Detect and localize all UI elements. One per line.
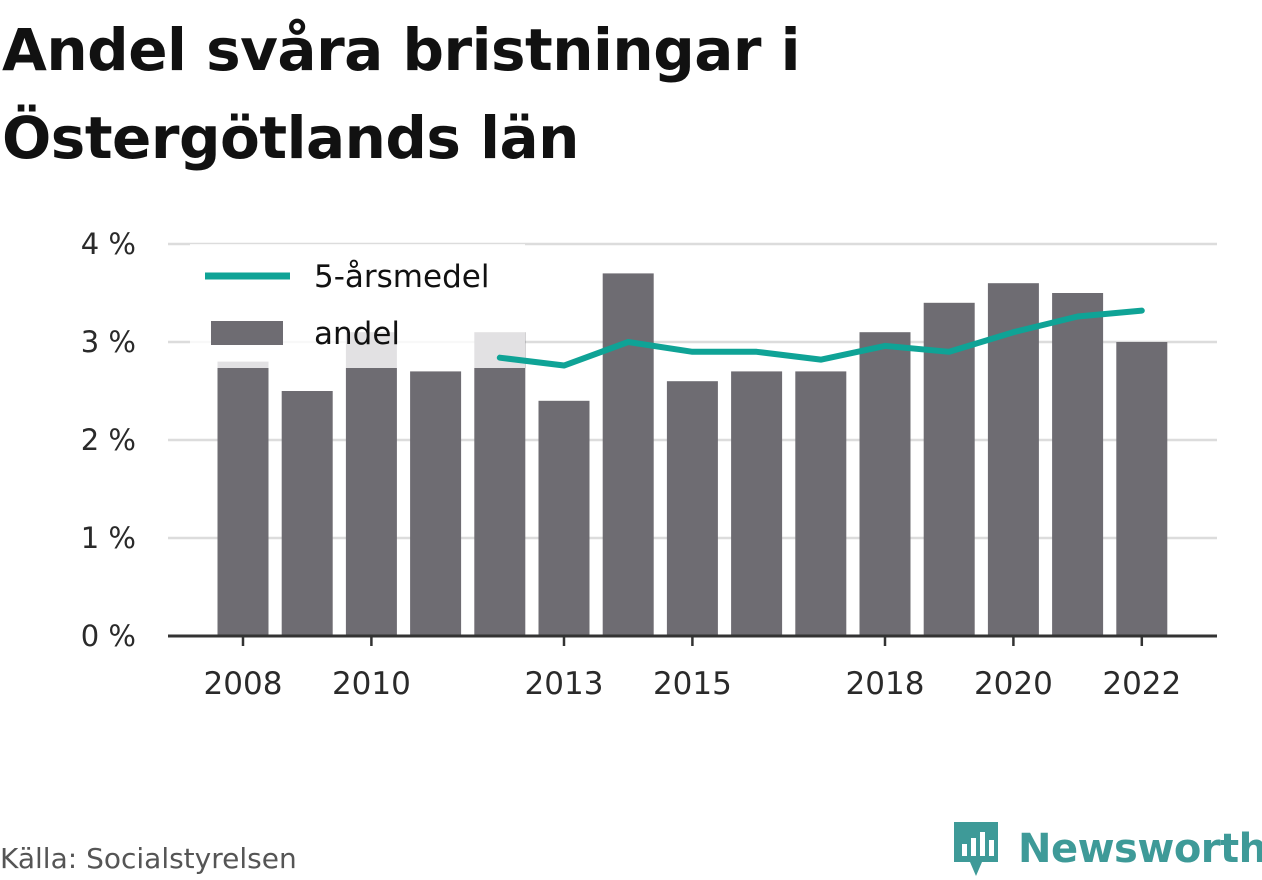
y-tick-label: 3 %: [81, 325, 136, 359]
legend: 5-årsmedel andel: [190, 244, 525, 368]
bar: [923, 302, 975, 636]
bar: [1052, 293, 1104, 636]
x-tick-label: 2020: [974, 666, 1053, 702]
bar: [538, 400, 590, 636]
bar: [602, 273, 654, 636]
title-line-1: Andel svåra bristningar i: [2, 16, 801, 84]
x-tick-label: 2013: [525, 666, 604, 702]
y-tick-label: 0 %: [81, 619, 136, 653]
brand-name: Newsworthy: [1018, 826, 1262, 872]
bar: [217, 361, 269, 636]
line-series: [496, 307, 1145, 369]
brand-logo-block: Newsworthy: [950, 818, 1262, 880]
axes: 0 % 1 % 2 % 3 % 4 % 2008 2010 2013 2015 2018 2020 2…: [81, 227, 1217, 702]
bar: [666, 381, 718, 636]
x-tick-label: 2010: [332, 666, 411, 702]
x-tick-label: 2022: [1102, 666, 1181, 702]
chart-title: Andel svåra bristningar i Östergötlands …: [2, 6, 1242, 182]
y-tick-label: 4 %: [81, 227, 136, 261]
y-tick-label: 2 %: [81, 423, 136, 457]
newsworthy-logo-icon: [954, 822, 998, 876]
bar-series: [217, 273, 1168, 636]
x-tick-label: 2018: [846, 666, 925, 702]
source-note: Källa: Socialstyrelsen: [0, 842, 297, 875]
x-tick-label: 2008: [204, 666, 283, 702]
bar: [281, 391, 333, 636]
y-tick-label: 1 %: [81, 521, 136, 555]
bar: [410, 371, 462, 636]
bar: [731, 371, 783, 636]
bar: [795, 371, 847, 636]
bar: [859, 332, 911, 636]
legend-background: [190, 244, 525, 368]
bar: [987, 283, 1039, 636]
bar-line-chart: 5-årsmedel andel 0 % 1 % 2 % 3 % 4 % 2008 2010 2…: [81, 227, 1217, 702]
bar: [345, 332, 397, 636]
legend-label: andel: [314, 316, 400, 352]
x-tick-label: 2015: [653, 666, 732, 702]
legend-bar-swatch: [211, 321, 283, 345]
five-year-average-line: [496, 307, 1145, 369]
bar: [1116, 342, 1168, 636]
bar: [474, 332, 526, 636]
title-line-2: Östergötlands län: [2, 104, 579, 172]
legend-label: 5-årsmedel: [314, 259, 489, 295]
